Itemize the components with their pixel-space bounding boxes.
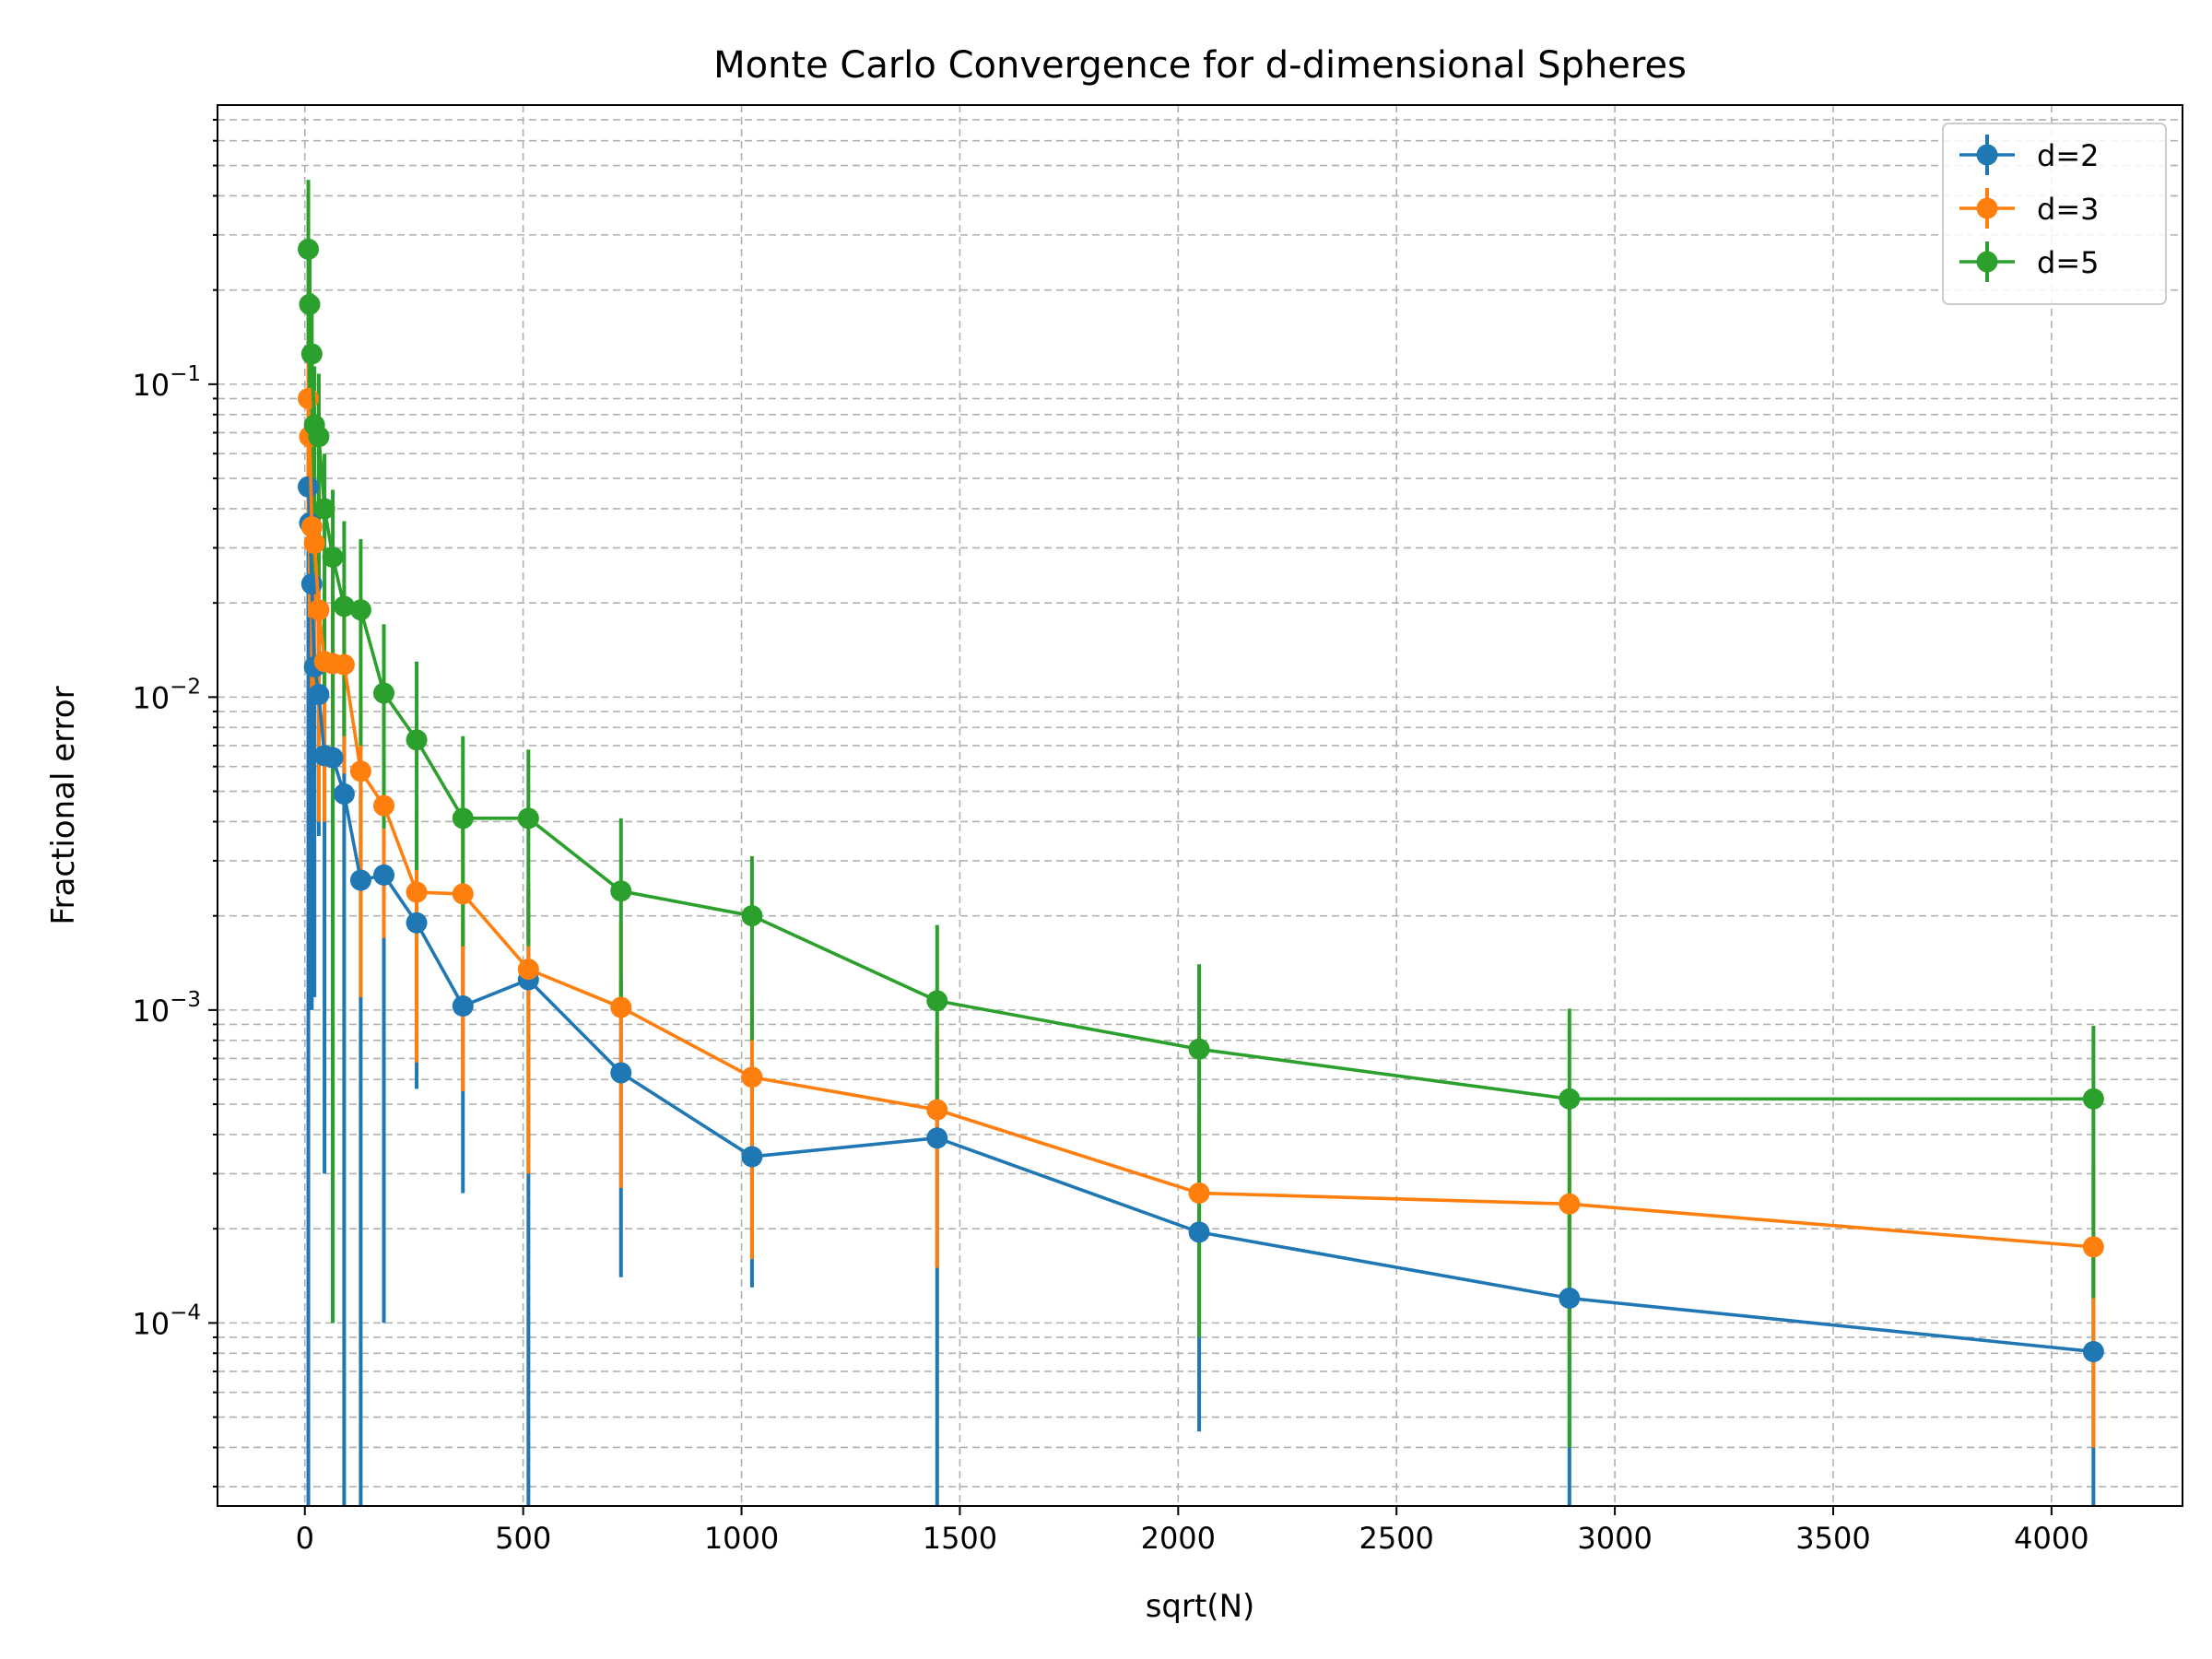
legend-marker: [1976, 251, 1998, 273]
x-tick-label: 0: [296, 1521, 314, 1556]
x-tick-label: 4000: [2014, 1521, 2088, 1556]
data-point-d=2: [322, 747, 344, 769]
data-point-d=5: [308, 426, 330, 448]
data-point-d=2: [373, 864, 395, 886]
data-point-d=5: [349, 599, 371, 621]
data-point-d=2: [741, 1146, 763, 1168]
data-point-d=5: [517, 807, 539, 830]
data-point-d=5: [299, 293, 321, 315]
x-tick-label: 2500: [1359, 1521, 1433, 1556]
data-point-d=5: [322, 547, 344, 569]
data-point-d=3: [300, 516, 323, 538]
data-point-d=3: [741, 1066, 763, 1088]
data-point-d=3: [2082, 1236, 2104, 1258]
data-point-d=5: [2082, 1088, 2104, 1110]
x-tick-label: 2000: [1141, 1521, 1216, 1556]
axes-frame: [217, 104, 2183, 1507]
data-point-d=5: [298, 238, 320, 260]
data-point-d=3: [1188, 1182, 1210, 1204]
data-point-d=3: [406, 881, 428, 903]
legend-box: [1942, 123, 2167, 305]
data-point-d=3: [1559, 1193, 1581, 1215]
legend-marker: [1976, 144, 1998, 166]
legend: d=2 d=3 d=5: [1942, 123, 2167, 305]
data-point-d=2: [452, 995, 474, 1018]
data-point-d=2: [1559, 1287, 1581, 1309]
data-point-d=2: [349, 869, 371, 891]
data-point-d=3: [303, 533, 325, 555]
y-tick-label: 10−1: [132, 362, 201, 403]
ticks: 0 500 1000 1500 2000 2500 3000 3500 4000 10−4 10−3…: [132, 118, 2089, 1556]
data-point-d=5: [452, 807, 474, 830]
x-tick-label: 500: [495, 1521, 551, 1556]
data-point-d=5: [300, 343, 323, 365]
data-point-d=2: [610, 1062, 632, 1084]
data-point-d=2: [2082, 1340, 2104, 1362]
data-point-d=3: [298, 387, 320, 409]
y-tick-label: 10−4: [132, 1300, 201, 1341]
legend-entry: d=3: [1959, 188, 2099, 229]
data-point-d=3: [308, 599, 330, 621]
data-point-d=5: [1188, 1038, 1210, 1060]
data-point-d=3: [452, 883, 474, 905]
data-point-d=2: [1188, 1221, 1210, 1243]
legend-label: d=2: [2037, 138, 2099, 173]
data-point-d=3: [349, 760, 371, 782]
legend-marker: [1976, 197, 1998, 219]
y-tick-label: 10−3: [132, 988, 201, 1029]
data-point-d=3: [373, 794, 395, 817]
x-tick-label: 3000: [1577, 1521, 1652, 1556]
data-point-d=5: [373, 682, 395, 704]
series-lines: [298, 238, 2104, 1362]
legend-entry: d=5: [1959, 241, 2099, 282]
legend-entry: d=2: [1959, 135, 2099, 175]
data-point-d=3: [610, 996, 632, 1018]
x-axis-label: sqrt(N): [1146, 1588, 1255, 1625]
data-point-d=3: [333, 653, 355, 676]
data-point-d=2: [406, 912, 428, 934]
data-point-d=2: [298, 476, 320, 498]
data-point-d=5: [406, 729, 428, 751]
data-point-d=5: [1559, 1088, 1581, 1110]
x-tick-label: 3500: [1795, 1521, 1870, 1556]
data-point-d=5: [926, 990, 948, 1012]
data-point-d=2: [926, 1127, 948, 1149]
legend-label: d=3: [2037, 192, 2099, 227]
data-point-d=2: [333, 783, 355, 806]
x-tick-label: 1000: [704, 1521, 779, 1556]
y-axis-label: Fractional error: [45, 686, 82, 924]
legend-label: d=5: [2037, 245, 2099, 280]
data-point-d=3: [517, 959, 539, 981]
data-point-d=5: [313, 498, 335, 520]
data-point-d=5: [741, 905, 763, 927]
y-tick-label: 10−2: [132, 675, 201, 715]
chart-title: Monte Carlo Convergence for d-dimensiona…: [713, 44, 1687, 87]
data-point-d=2: [308, 683, 330, 705]
data-point-d=5: [610, 880, 632, 902]
data-point-d=3: [926, 1099, 948, 1121]
data-point-d=5: [333, 595, 355, 618]
x-tick-label: 1500: [923, 1521, 997, 1556]
